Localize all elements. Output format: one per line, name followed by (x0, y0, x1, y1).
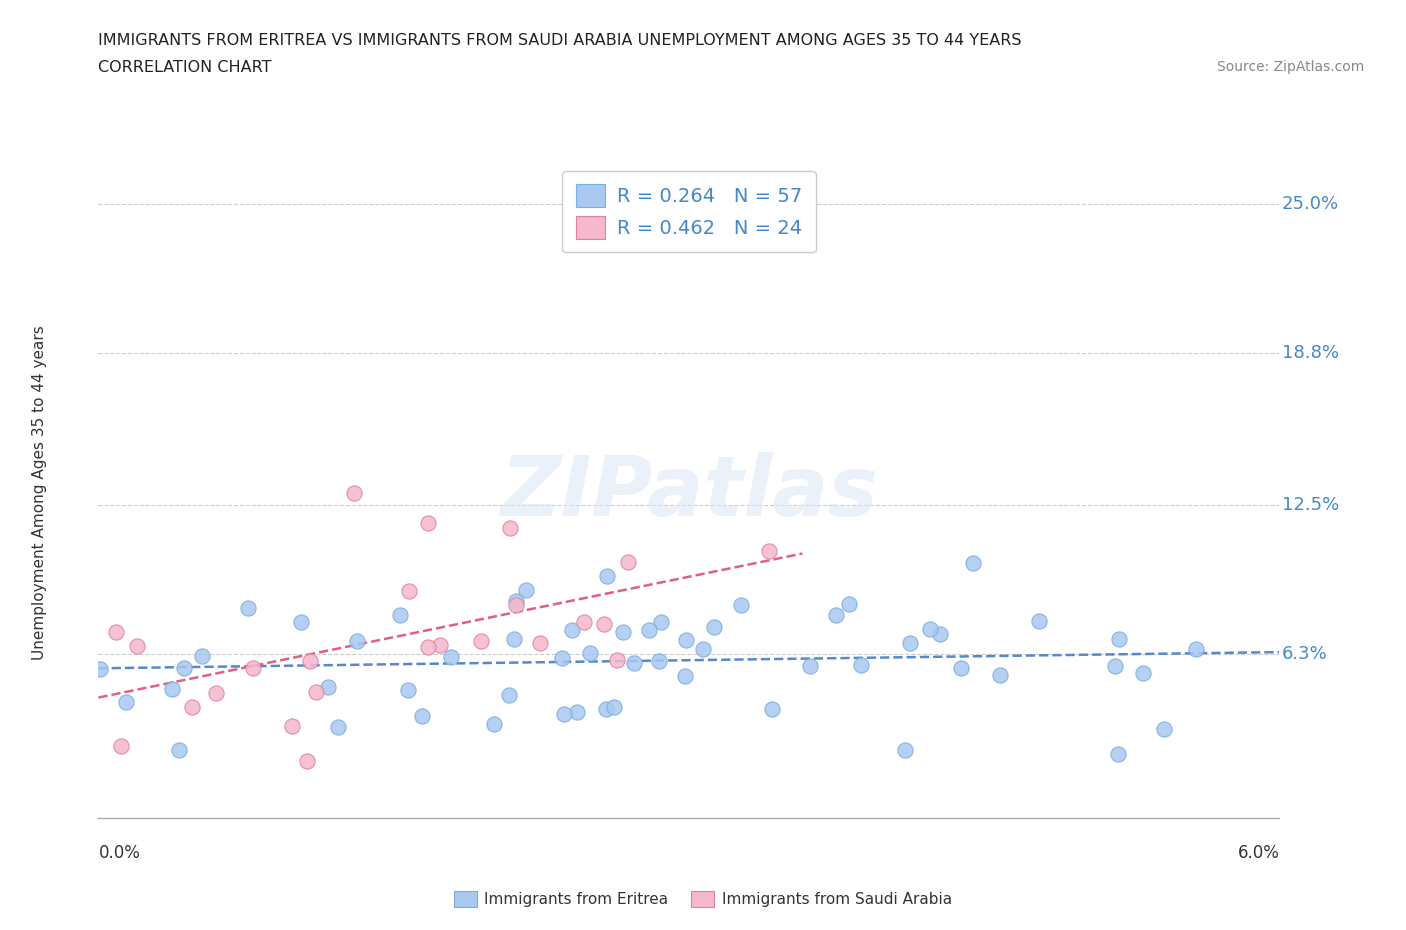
Text: 18.8%: 18.8% (1282, 344, 1339, 362)
Point (1184, 642, 1206, 657)
Point (692, 642, 714, 657)
Point (918, 621, 941, 636)
Point (242, 660, 264, 675)
Point (305, 684, 328, 699)
Point (758, 543, 780, 558)
Point (388, 607, 411, 622)
Point (617, 555, 640, 570)
Point (411, 709, 433, 724)
Point (503, 631, 526, 646)
Point (648, 654, 671, 669)
Text: Source: ZipAtlas.com: Source: ZipAtlas.com (1216, 60, 1364, 74)
Point (281, 719, 304, 734)
Legend: R = 0.264   N = 57, R = 0.462   N = 24: R = 0.264 N = 57, R = 0.462 N = 24 (562, 170, 815, 252)
Point (988, 668, 1011, 683)
Point (167, 742, 190, 757)
Point (416, 639, 439, 654)
Point (484, 717, 506, 732)
Point (894, 743, 917, 758)
Point (110, 738, 132, 753)
Text: ZIPatlas: ZIPatlas (501, 452, 877, 534)
Point (89, 661, 111, 676)
Text: CORRELATION CHART: CORRELATION CHART (98, 60, 271, 75)
Point (929, 627, 952, 642)
Point (595, 702, 617, 717)
Point (204, 685, 226, 700)
Point (346, 633, 368, 648)
Point (579, 645, 602, 660)
Point (515, 583, 537, 598)
Point (1028, 614, 1050, 629)
Point (898, 635, 921, 650)
Text: 6.0%: 6.0% (1237, 844, 1279, 862)
Point (1153, 722, 1175, 737)
Point (162, 682, 184, 697)
Point (553, 707, 575, 722)
Text: IMMIGRANTS FROM ERITREA VS IMMIGRANTS FROM SAUDI ARABIA UNEMPLOYMENT AMONG AGES : IMMIGRANTS FROM ERITREA VS IMMIGRANTS FR… (98, 33, 1022, 47)
Point (761, 702, 783, 717)
Point (638, 622, 661, 637)
Text: 25.0%: 25.0% (1282, 194, 1339, 213)
Point (505, 597, 527, 612)
Point (290, 615, 312, 630)
Point (173, 660, 195, 675)
Point (561, 623, 583, 638)
Point (650, 615, 672, 630)
Point (396, 683, 419, 698)
Point (1108, 631, 1130, 646)
Point (499, 521, 522, 536)
Point (295, 754, 318, 769)
Point (593, 617, 616, 631)
Point (125, 639, 148, 654)
Point (595, 568, 617, 583)
Point (1132, 666, 1154, 681)
Text: Unemployment Among Ages 35 to 44 years: Unemployment Among Ages 35 to 44 years (32, 326, 46, 660)
Point (470, 633, 492, 648)
Point (529, 635, 551, 650)
Point (673, 669, 696, 684)
Point (1104, 659, 1126, 674)
Point (730, 598, 752, 613)
Point (602, 699, 624, 714)
Point (572, 615, 595, 630)
Point (191, 648, 214, 663)
Point (799, 658, 821, 673)
Point (236, 601, 259, 616)
Point (838, 596, 860, 611)
Point (849, 658, 872, 673)
Point (429, 638, 451, 653)
Point (299, 654, 322, 669)
Text: 6.3%: 6.3% (1282, 645, 1327, 663)
Point (316, 680, 339, 695)
Text: 0.0%: 0.0% (98, 844, 141, 862)
Point (962, 556, 984, 571)
Point (551, 651, 574, 666)
Point (606, 653, 628, 668)
Point (418, 515, 440, 530)
Legend: Immigrants from Eritrea, Immigrants from Saudi Arabia: Immigrants from Eritrea, Immigrants from… (447, 884, 959, 913)
Point (612, 625, 634, 640)
Point (623, 656, 645, 671)
Point (675, 633, 697, 648)
Point (949, 660, 972, 675)
Point (398, 583, 420, 598)
Text: 12.5%: 12.5% (1282, 496, 1339, 514)
Point (115, 695, 138, 710)
Point (1107, 747, 1129, 762)
Point (326, 720, 349, 735)
Point (181, 699, 204, 714)
Point (505, 593, 527, 608)
Point (498, 688, 520, 703)
Point (703, 620, 725, 635)
Point (565, 704, 588, 719)
Point (440, 650, 463, 665)
Point (343, 485, 366, 500)
Point (825, 607, 848, 622)
Point (105, 625, 128, 640)
